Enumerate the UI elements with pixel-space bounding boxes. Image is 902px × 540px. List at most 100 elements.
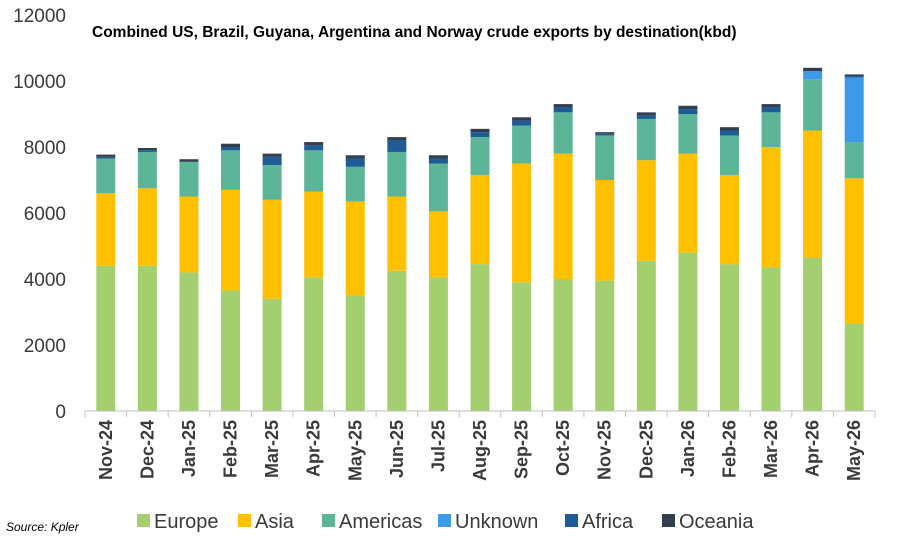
x-tick-label: Sep-25 (512, 420, 532, 479)
bar-segment-asia-aug-25 (470, 175, 490, 265)
x-tick-label: Jun-25 (387, 420, 407, 478)
bar-segment-europe-mar-25 (262, 298, 282, 411)
legend-label-africa: Africa (582, 511, 634, 533)
chart-title: Combined US, Brazil, Guyana, Argentina a… (92, 24, 737, 41)
bar-segment-europe-jul-25 (428, 277, 448, 411)
bar-segment-americas-dec-24 (137, 151, 157, 189)
bar-segment-europe-mar-26 (761, 267, 781, 411)
legend-swatch-asia (238, 514, 251, 527)
bar-segment-asia-jan-25 (179, 196, 199, 273)
source-note: Source: Kpler (6, 520, 80, 534)
bar-segment-americas-may-25 (345, 166, 365, 202)
bar-segment-asia-mar-25 (262, 199, 282, 299)
bar-segment-europe-nov-24 (96, 265, 116, 411)
x-tick-label: Jul-25 (428, 420, 448, 472)
x-tick-label: Oct-25 (553, 420, 573, 476)
bar-segment-asia-nov-25 (595, 180, 615, 281)
legend-swatch-unknown (438, 514, 451, 527)
bar-segment-europe-nov-25 (595, 280, 615, 411)
bar-segment-africa-may-26 (844, 76, 864, 78)
x-tick-label: Nov-25 (595, 420, 615, 480)
bar-segment-europe-feb-26 (719, 264, 739, 411)
bar-segment-oceania-feb-26 (719, 127, 739, 131)
x-tick-label: Feb-26 (719, 420, 739, 478)
bar-segment-europe-apr-26 (803, 257, 823, 411)
bar-segment-africa-sep-25 (512, 120, 532, 126)
bar-segment-oceania-oct-25 (553, 104, 573, 108)
legend-swatch-europe (137, 514, 150, 527)
x-tick-label: May-26 (844, 420, 864, 481)
bar-segment-europe-oct-25 (553, 279, 573, 411)
bar-segment-africa-feb-25 (221, 147, 241, 151)
bar-segment-oceania-jan-25 (179, 159, 199, 162)
y-axis: 0 2000 4000 6000 8000 10000 12000 (13, 6, 66, 423)
x-tick-label: Nov-24 (96, 420, 116, 480)
legend-label-europe: Europe (154, 511, 219, 533)
bar-segment-oceania-sep-25 (512, 117, 532, 121)
bar-segment-oceania-jan-26 (678, 105, 698, 110)
bar-segment-asia-sep-25 (512, 163, 532, 283)
legend-label-oceania: Oceania (679, 511, 754, 533)
x-tick-label: Jan-26 (678, 420, 698, 477)
bar-segment-europe-apr-25 (304, 277, 324, 411)
bar-segment-asia-may-26 (844, 178, 864, 324)
bar-segment-oceania-apr-26 (803, 67, 823, 72)
bar-segment-europe-jan-25 (179, 272, 199, 411)
bar-segment-americas-mar-25 (262, 165, 282, 200)
bar-segment-americas-jan-26 (678, 114, 698, 154)
bar-segment-africa-dec-24 (137, 150, 157, 152)
x-tick-label: Feb-25 (221, 420, 241, 478)
bar-segment-americas-aug-25 (470, 137, 490, 176)
bar-segment-asia-apr-26 (803, 130, 823, 258)
bar-segment-europe-dec-24 (137, 265, 157, 411)
bar-segment-africa-jan-26 (678, 109, 698, 114)
y-tick-label: 12000 (13, 6, 66, 27)
x-tick-label: Mar-26 (761, 420, 781, 478)
bar-segment-asia-feb-26 (719, 175, 739, 265)
bar-segment-africa-mar-26 (761, 107, 781, 113)
bar-segment-asia-jun-25 (387, 196, 407, 271)
bar-segment-americas-jun-25 (387, 151, 407, 197)
bar-segment-americas-apr-26 (803, 79, 823, 131)
bar-segment-americas-jan-25 (179, 161, 199, 197)
bar-segment-europe-aug-25 (470, 264, 490, 411)
bar-segment-americas-oct-25 (553, 112, 573, 154)
bar-segment-americas-mar-26 (761, 112, 781, 147)
legend: Europe Asia Americas Unknown Africa Oceania (137, 511, 754, 533)
legend-swatch-africa (565, 514, 578, 527)
x-tick-label: Mar-25 (262, 420, 282, 478)
bar-segment-africa-aug-25 (470, 132, 490, 138)
x-tick-label: Dec-25 (636, 420, 656, 479)
legend-label-unknown: Unknown (455, 511, 538, 533)
legend-swatch-americas (322, 514, 335, 527)
bar-segment-asia-oct-25 (553, 153, 573, 279)
y-tick-label: 10000 (13, 72, 66, 93)
bar-segment-asia-jan-26 (678, 153, 698, 253)
bar-segment-americas-feb-26 (719, 135, 739, 176)
bar-segment-africa-oct-25 (553, 107, 573, 113)
bar-segment-africa-dec-25 (636, 115, 656, 119)
bar-segment-europe-jan-26 (678, 252, 698, 411)
x-tick-label: Apr-25 (304, 420, 324, 477)
bar-segment-africa-nov-24 (96, 156, 116, 159)
bar-segment-oceania-nov-25 (595, 132, 615, 134)
bar-segment-asia-dec-24 (137, 188, 157, 266)
bar-segment-oceania-mar-25 (262, 153, 282, 157)
bar-segment-asia-dec-25 (636, 160, 656, 261)
bar-segment-europe-may-25 (345, 295, 365, 411)
legend-swatch-oceania (662, 514, 675, 527)
bar-segment-africa-nov-25 (595, 133, 615, 136)
legend-label-asia: Asia (255, 511, 295, 533)
bar-segment-americas-may-26 (844, 142, 864, 179)
bar-segment-oceania-jul-25 (428, 155, 448, 159)
bar-segment-europe-may-26 (844, 323, 864, 411)
bar-segment-europe-sep-25 (512, 282, 532, 411)
legend-label-americas: Americas (339, 511, 422, 533)
x-tick-label: Aug-25 (470, 420, 490, 481)
bar-segment-asia-feb-25 (221, 189, 241, 291)
bar-segment-americas-jul-25 (428, 163, 448, 212)
bars (96, 67, 864, 411)
bar-segment-asia-mar-26 (761, 147, 781, 268)
bar-segment-oceania-dec-24 (137, 147, 157, 151)
bar-segment-oceania-dec-25 (636, 112, 656, 116)
